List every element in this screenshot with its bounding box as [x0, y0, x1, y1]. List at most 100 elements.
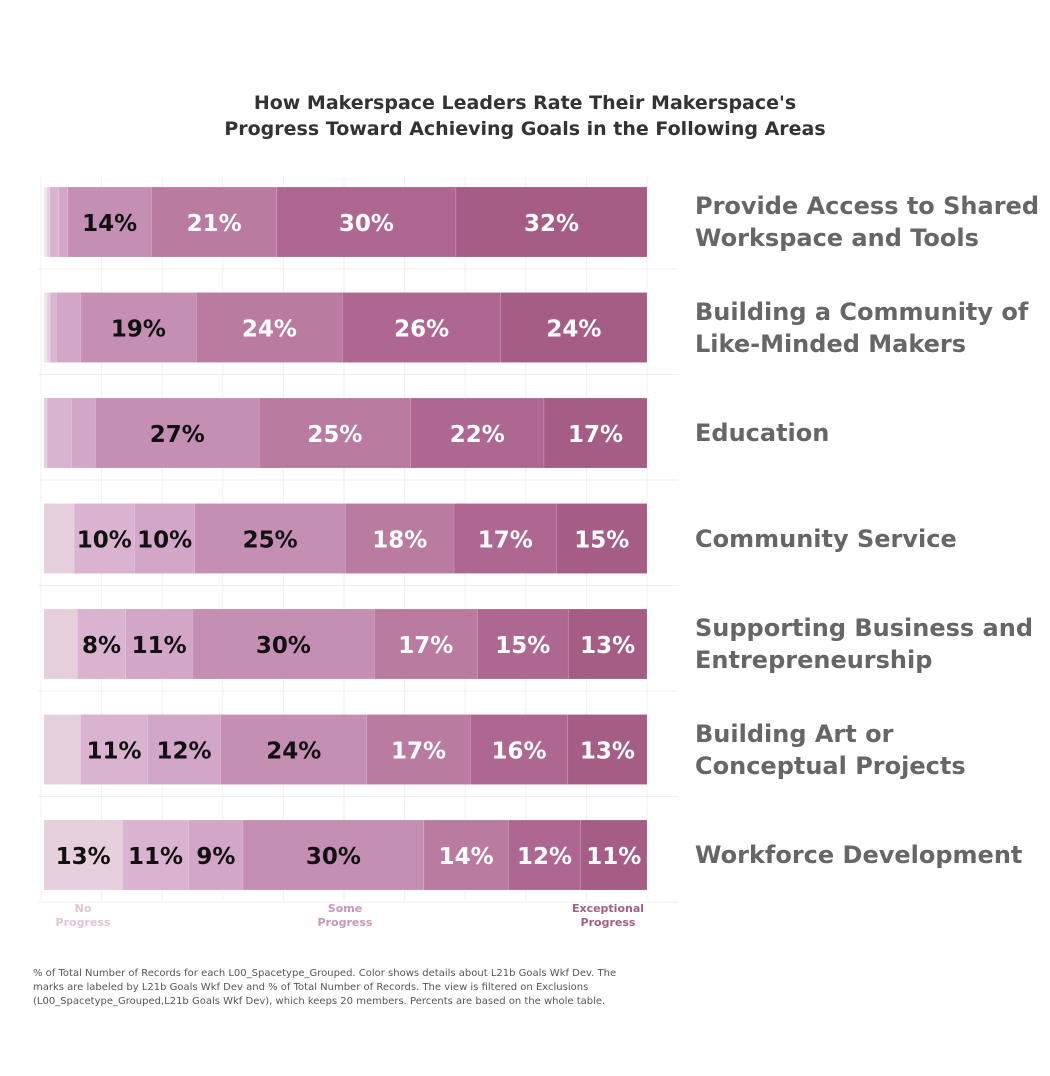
data-label: 12% [517, 844, 572, 870]
bar-segment [192, 608, 375, 680]
bar-row: 8% 11% 30% 17% 15% 13% [43, 608, 648, 680]
category-label-line: Like-Minded Makers [695, 329, 967, 358]
data-label: 24% [546, 317, 601, 343]
data-label: 10% [137, 528, 192, 554]
data-label: 14% [82, 211, 137, 237]
data-label: 30% [339, 211, 394, 237]
bar-segment [43, 397, 48, 469]
footnote: % of Total Number of Records for each L0… [33, 967, 673, 1009]
data-label: 11% [132, 633, 187, 659]
data-label: 17% [391, 739, 446, 765]
data-label: 10% [77, 528, 132, 554]
data-label: 13% [56, 844, 111, 870]
data-label: 24% [266, 739, 321, 765]
category-label-line: Community Service [695, 524, 957, 553]
bar-segment [46, 292, 51, 363]
category-label: Education [695, 417, 1045, 449]
data-label: 12% [157, 739, 212, 765]
bar-segment [95, 397, 260, 469]
bar-segment [196, 292, 343, 363]
data-label: 26% [394, 317, 449, 343]
data-label: 24% [242, 317, 297, 343]
bar-segment [188, 819, 244, 891]
chart-title-line-1: How Makerspace Leaders Rate Their Makers… [253, 92, 797, 114]
axis-label-exceptional-progress-line-2: Progress [580, 916, 636, 929]
bar-segment [147, 714, 221, 785]
category-label-line: Building a Community of [695, 297, 1029, 326]
category-label-line: Supporting Business and [695, 614, 1034, 642]
bar-row: 11% 12% 24% 17% 16% 13% [43, 714, 648, 785]
bar-segment [543, 397, 648, 469]
footnote-line-3: (L00_Spacetype_Grouped,L21b Goals Wkf De… [33, 996, 606, 1007]
category-label: Supporting Business and Entrepreneurship [695, 612, 1045, 676]
data-label: 8% [82, 633, 121, 659]
category-label-line: Workspace and Tools [695, 224, 979, 252]
bar-segment [55, 292, 81, 363]
footnote-line-2: marks are labeled by L21b Goals Wkf Dev … [33, 982, 589, 993]
data-label: 30% [306, 844, 361, 870]
axis-label-some-progress-line-1: Some [327, 902, 363, 915]
bar-segment [49, 292, 57, 363]
bar-segment [71, 397, 96, 469]
bar-segment [151, 186, 278, 258]
chart-title: How Makerspace Leaders Rate Their Makers… [0, 90, 1050, 142]
data-label: 25% [307, 422, 362, 448]
category-label: Building Art or Conceptual Projects [695, 718, 1045, 782]
bar-segment [567, 608, 648, 680]
bar-segment [258, 397, 411, 469]
bar-segment [455, 186, 648, 258]
bar-segment [453, 503, 557, 574]
data-label: 9% [196, 844, 235, 870]
bar-segment [43, 714, 81, 785]
footnote-line-1: % of Total Number of Records for each L0… [33, 968, 617, 979]
bar-segment [43, 186, 48, 258]
axis-label-no-progress: No Progress [43, 902, 123, 930]
data-label: 27% [150, 422, 205, 448]
category-label: Provide Access to Shared Workspace and To… [695, 190, 1045, 254]
bar-segment [80, 714, 148, 785]
bar-segment [276, 186, 457, 258]
bar-segment [374, 608, 478, 680]
data-label: 13% [580, 633, 635, 659]
axis-label-no-progress-line-1: No [74, 902, 92, 915]
bar-segment [67, 186, 152, 258]
bar-segment [567, 714, 648, 785]
category-label-line: Provide Access to Shared [695, 192, 1040, 220]
category-label-line: Workforce Development [695, 841, 1023, 869]
data-label: 15% [574, 528, 629, 554]
bar-segment [43, 503, 75, 574]
bar-segment [46, 186, 51, 258]
bar-segment [470, 714, 569, 785]
bar-segment [366, 714, 471, 785]
axis-label-no-progress-line-2: Progress [55, 916, 111, 929]
data-label: 25% [243, 528, 298, 554]
bar-row: 13% 11% 9% 30% 14% 12% 11% [43, 819, 648, 891]
category-label-line: Building Art or [695, 719, 894, 748]
bar-segment [43, 608, 78, 680]
bar-row: 27% 25% 22% 17% [43, 397, 648, 469]
bar-segment [46, 397, 72, 469]
data-label: 13% [580, 739, 635, 765]
bar-segment [43, 292, 48, 363]
category-label-line: Education [695, 419, 830, 447]
data-label: 32% [524, 211, 579, 237]
bar-segment [508, 819, 581, 891]
bar-segment [423, 819, 509, 891]
data-label: 30% [256, 633, 311, 659]
category-label-line: Conceptual Projects [695, 751, 966, 780]
category-label-line: Entrepreneurship [695, 646, 933, 674]
bar-row: 14% 21% 30% 32% [43, 186, 648, 258]
category-label: Workforce Development [695, 839, 1045, 871]
category-label: Building a Community of Like-Minded Maker… [695, 296, 1045, 360]
data-label: 17% [478, 528, 533, 554]
bar-segment [73, 503, 135, 574]
data-label: 19% [111, 317, 166, 343]
bar-segment [500, 292, 648, 363]
axis-label-exceptional-progress: Exceptional Progress [563, 902, 653, 930]
bar-segment [80, 292, 197, 363]
bar-segment [125, 608, 193, 680]
data-label: 11% [87, 739, 142, 765]
axis-label-some-progress: Some Progress [305, 902, 385, 930]
bar-segment [556, 503, 648, 574]
bar-segment [43, 819, 123, 891]
